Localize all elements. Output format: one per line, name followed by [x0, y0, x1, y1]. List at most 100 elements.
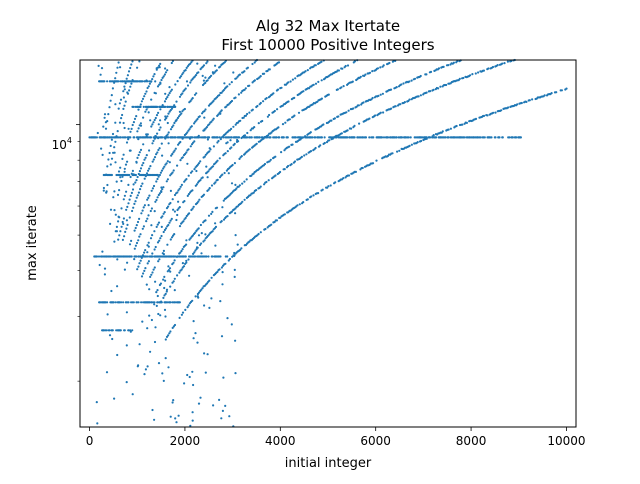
data-point [191, 299, 194, 302]
data-point [172, 151, 175, 154]
data-point [417, 95, 420, 98]
data-point [219, 65, 222, 68]
data-point [163, 228, 166, 232]
data-point [162, 278, 165, 281]
data-point [122, 121, 125, 125]
data-point [137, 364, 140, 367]
data-point [156, 132, 159, 135]
data-point [146, 198, 149, 201]
data-point [145, 283, 148, 286]
data-point [175, 218, 178, 222]
data-point [120, 207, 123, 210]
data-point [147, 169, 150, 172]
data-point [147, 85, 150, 88]
data-point [216, 270, 219, 273]
data-point [138, 343, 141, 346]
data-point [226, 141, 229, 144]
data-point [435, 136, 438, 139]
data-point [158, 128, 161, 131]
data-point [137, 138, 140, 141]
data-point [156, 173, 159, 177]
data-point [123, 170, 126, 173]
data-point [297, 111, 301, 114]
data-point [194, 249, 197, 252]
data-point [202, 64, 206, 67]
data-point [142, 116, 145, 119]
data-point [293, 114, 296, 117]
data-point [288, 118, 291, 121]
data-point [152, 268, 155, 271]
data-point [377, 94, 380, 97]
data-point [346, 129, 349, 132]
data-point [127, 138, 130, 141]
data-point [138, 151, 141, 154]
data-point [228, 83, 231, 86]
data-point [140, 301, 143, 304]
data-point [114, 103, 117, 106]
data-point [501, 62, 504, 65]
data-point [151, 271, 154, 274]
data-point [185, 259, 188, 262]
data-point [395, 136, 398, 139]
data-point [195, 169, 198, 173]
data-point [110, 94, 113, 97]
data-point [178, 95, 182, 98]
data-point [208, 187, 211, 190]
data-point [103, 113, 107, 116]
data-point [222, 89, 225, 92]
data-point [234, 372, 237, 375]
data-point [146, 217, 149, 220]
data-point [160, 78, 163, 82]
data-point [159, 126, 162, 129]
data-point [125, 227, 128, 230]
data-point [191, 419, 194, 422]
data-point [173, 104, 176, 107]
data-point [180, 268, 183, 271]
data-point [193, 140, 196, 143]
data-point [302, 90, 305, 93]
data-point [420, 139, 423, 143]
data-point [191, 234, 194, 237]
data-point [148, 149, 151, 152]
data-point [130, 191, 133, 194]
data-point [188, 128, 191, 131]
data-point [140, 212, 143, 215]
data-point [131, 169, 134, 172]
data-point [437, 87, 440, 90]
data-point [232, 125, 235, 128]
data-point [138, 235, 141, 238]
data-point [267, 134, 270, 137]
data-point [146, 86, 149, 90]
data-point [123, 329, 126, 332]
data-point [275, 136, 278, 139]
data-point [280, 86, 283, 89]
data-point [263, 183, 266, 186]
data-point [391, 152, 394, 155]
data-point [432, 134, 435, 137]
data-point [109, 255, 113, 258]
data-point [127, 127, 130, 130]
data-point [157, 312, 160, 316]
data-point [157, 221, 161, 224]
data-point [152, 158, 155, 161]
data-point [261, 119, 264, 123]
data-point [208, 123, 211, 126]
data-point [122, 107, 125, 110]
data-point [205, 165, 208, 168]
data-point [139, 233, 142, 236]
data-point [95, 401, 98, 404]
x-tick-label: 0 [86, 434, 94, 448]
data-point [222, 376, 225, 379]
data-point [139, 259, 142, 262]
data-point [151, 160, 154, 163]
data-point [151, 234, 154, 237]
data-point [442, 65, 445, 68]
data-point [371, 162, 375, 165]
data-point [129, 330, 132, 333]
data-point [204, 371, 207, 374]
data-point [230, 182, 234, 185]
data-point [216, 159, 219, 162]
data-point [202, 193, 206, 196]
data-point [123, 167, 126, 170]
data-point [105, 329, 108, 332]
